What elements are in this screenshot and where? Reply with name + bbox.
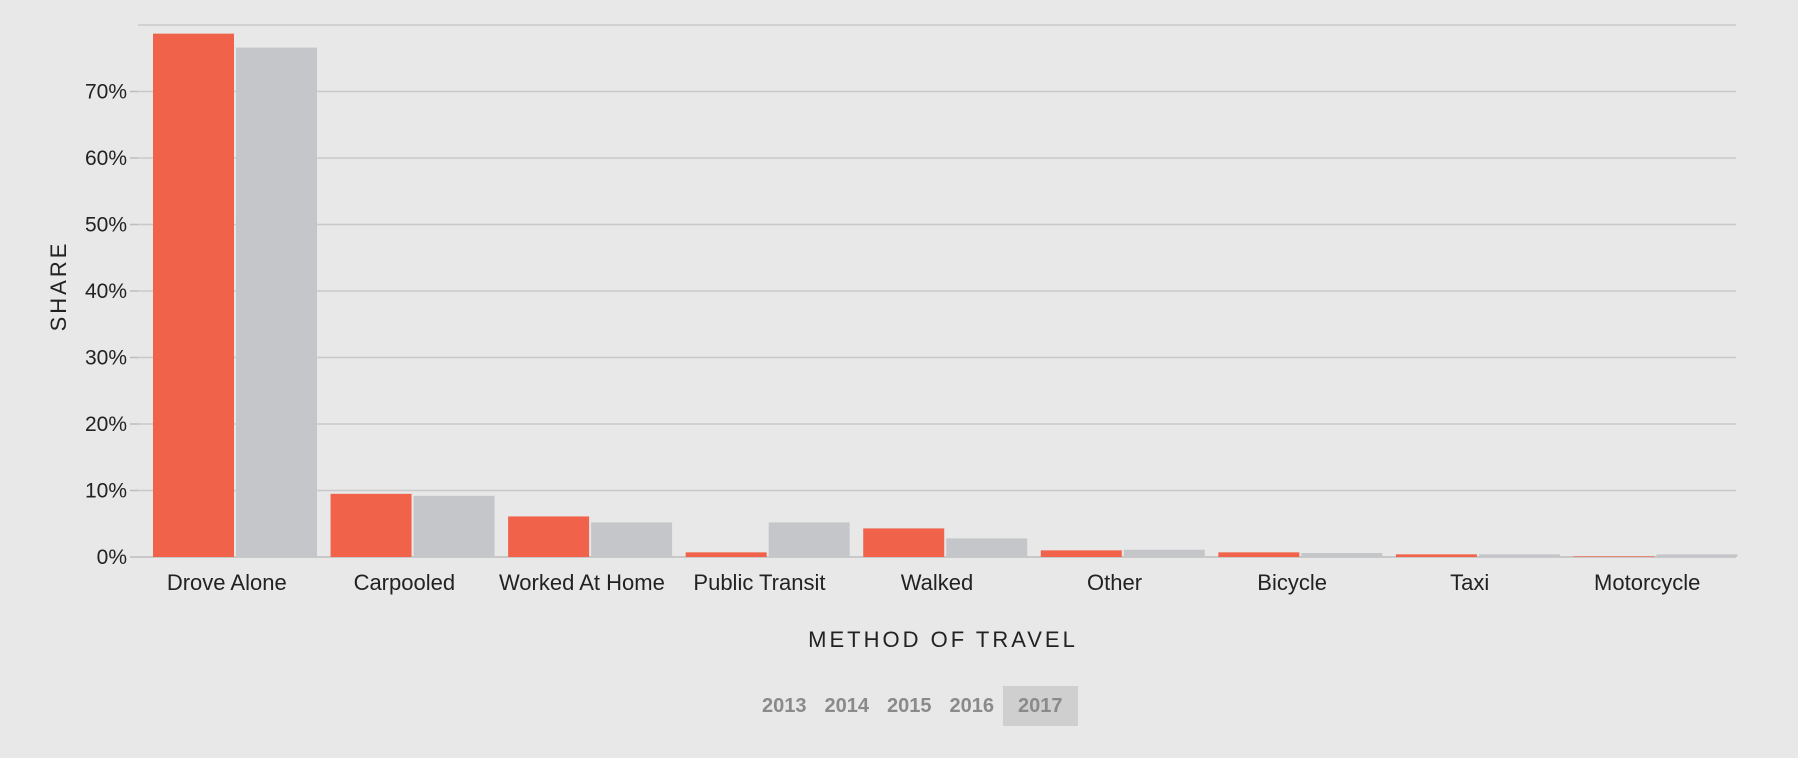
bar-public-transit-series-2[interactable]	[768, 522, 850, 557]
bar-motorcycle-series-1[interactable]	[1573, 556, 1655, 557]
y-axis-title: SHARE	[46, 241, 71, 332]
bar-motorcycle-series-2[interactable]	[1656, 554, 1738, 557]
bar-taxi-series-2[interactable]	[1478, 554, 1560, 557]
x-category-label: Other	[1087, 570, 1142, 595]
x-category-label: Walked	[901, 570, 974, 595]
x-category-labels: Drove Alone Carpooled Worked At Home Public…	[167, 570, 1701, 595]
bar-taxi-series-1[interactable]	[1395, 554, 1477, 557]
year-selector: 2013 2014 2015 2016 2017	[753, 686, 1078, 726]
x-category-label: Worked At Home	[499, 570, 665, 595]
year-tab-2015[interactable]: 2015	[887, 695, 932, 717]
bar-drove-alone-series-1[interactable]	[153, 33, 234, 557]
y-tick-label: 40%	[85, 280, 127, 303]
gridlines	[130, 24, 1736, 558]
bars	[153, 33, 1738, 558]
x-category-label: Drove Alone	[167, 570, 287, 595]
x-category-label: Bicycle	[1257, 570, 1327, 595]
bar-other-series-2[interactable]	[1123, 549, 1205, 557]
year-tab-2014[interactable]: 2014	[824, 695, 870, 717]
x-axis-title: METHOD OF TRAVEL	[808, 627, 1078, 652]
bar-carpooled-series-2[interactable]	[413, 495, 495, 557]
x-category-label: Public Transit	[693, 570, 825, 595]
bar-walked-series-1[interactable]	[863, 528, 945, 557]
bar-worked-at-home-series-1[interactable]	[508, 516, 590, 557]
bar-worked-at-home-series-2[interactable]	[591, 522, 673, 557]
y-tick-label: 10%	[85, 480, 127, 503]
y-tick-label: 20%	[85, 413, 127, 436]
y-tick-label: 50%	[85, 214, 127, 237]
y-tick-labels: 0% 10% 20% 30% 40% 50% 60% 70%	[85, 81, 127, 570]
y-tick-label: 70%	[85, 81, 127, 104]
bar-walked-series-2[interactable]	[946, 538, 1028, 557]
year-tab-2016[interactable]: 2016	[949, 695, 995, 717]
x-category-label: Carpooled	[354, 570, 456, 595]
year-tab-2013[interactable]: 2013	[762, 695, 807, 717]
bar-other-series-1[interactable]	[1040, 550, 1122, 557]
year-tab-2017[interactable]: 2017	[1003, 686, 1078, 726]
y-tick-label: 30%	[85, 347, 127, 370]
y-tick-label: 0%	[97, 546, 127, 569]
bar-bicycle-series-2[interactable]	[1301, 553, 1383, 557]
x-category-label: Taxi	[1450, 570, 1489, 595]
y-tick-label: 60%	[85, 147, 127, 170]
x-category-label: Motorcycle	[1594, 570, 1700, 595]
bar-bicycle-series-1[interactable]	[1218, 552, 1300, 557]
bar-public-transit-series-1[interactable]	[685, 552, 767, 557]
bar-carpooled-series-1[interactable]	[330, 493, 412, 557]
bar-drove-alone-series-2[interactable]	[236, 47, 317, 558]
